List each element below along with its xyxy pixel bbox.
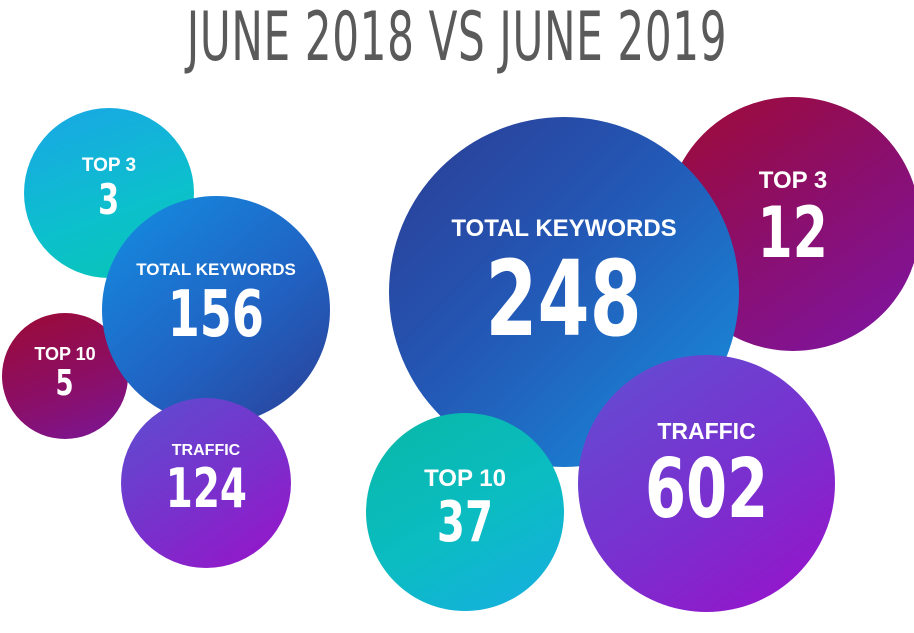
bubble-value: 5 — [55, 362, 75, 404]
bubble-2019-traffic: TRAFFIC 602 — [578, 355, 835, 612]
bubble-value: 124 — [165, 457, 247, 520]
bubble-2018-traffic: TRAFFIC 124 — [121, 398, 291, 568]
bubble-label: TOP 3 — [81, 155, 137, 176]
bubble-label: TOTAL KEYWORDS — [451, 215, 677, 242]
bubble-label: TOP 10 — [34, 343, 96, 364]
bubble-value: 248 — [485, 238, 643, 360]
bubble-label: TRAFFIC — [657, 418, 756, 444]
bubble-value: 37 — [436, 490, 494, 555]
bubble-value: 156 — [167, 278, 265, 352]
bubble-value: 602 — [644, 442, 769, 537]
bubble-value: 12 — [757, 192, 829, 274]
bubble-label: TOTAL KEYWORDS — [136, 260, 296, 279]
bubble-label: TOP 3 — [758, 167, 828, 194]
page-title: JUNE 2018 VS JUNE 2019 — [186, 0, 728, 77]
bubble-value: 3 — [98, 175, 120, 224]
bubble-label: TOP 10 — [424, 465, 506, 492]
bubble-label: TRAFFIC — [171, 442, 241, 459]
bubble-2018-top3: TOP 3 3 — [24, 108, 194, 278]
bubble-2018-total-keywords: TOTAL KEYWORDS 156 — [102, 196, 330, 424]
bubble-2019-top10: TOP 10 37 — [366, 413, 564, 611]
